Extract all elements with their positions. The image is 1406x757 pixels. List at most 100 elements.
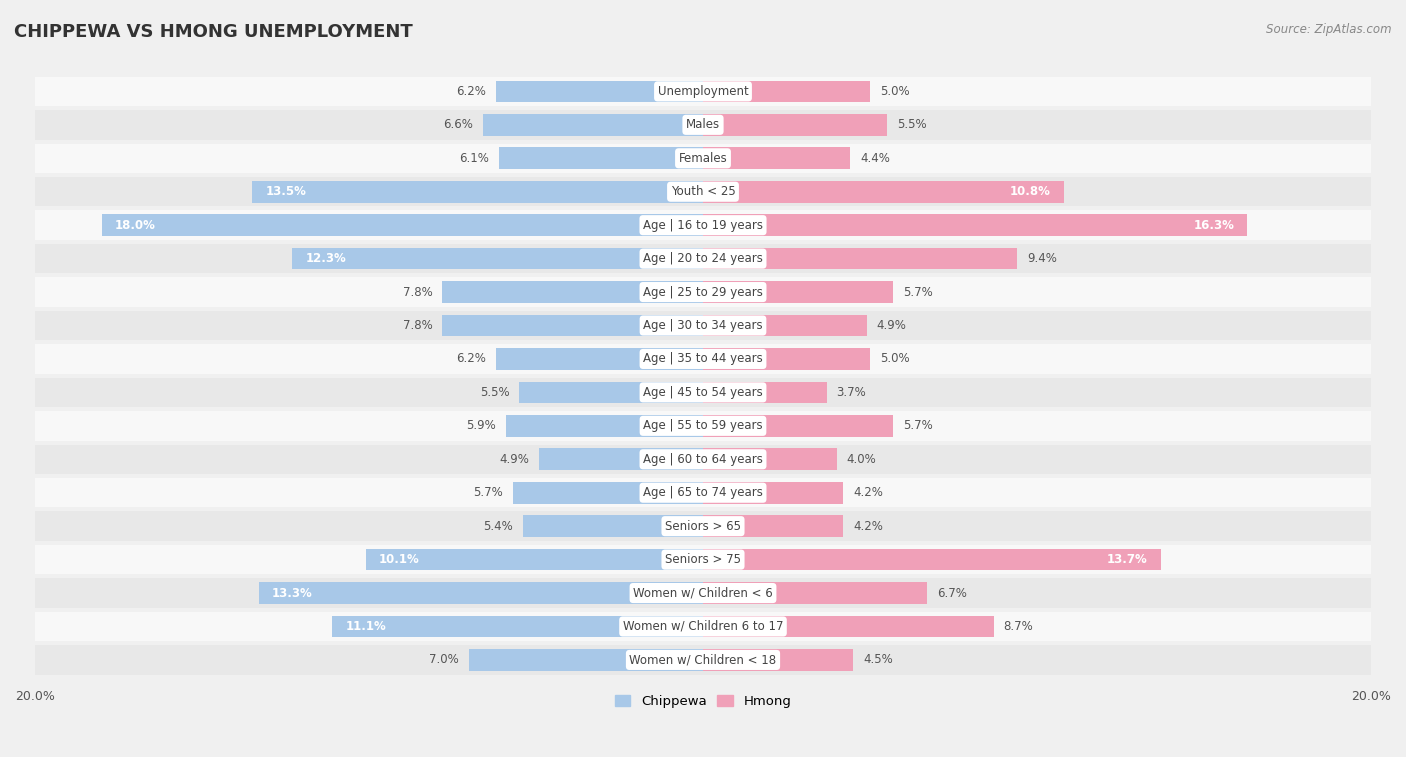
Bar [703, 248, 1017, 269]
Bar [35, 478, 1371, 507]
Text: Seniors > 75: Seniors > 75 [665, 553, 741, 566]
Bar [259, 582, 703, 604]
Bar [703, 448, 837, 470]
Bar [540, 448, 703, 470]
Bar [523, 516, 703, 537]
Bar [496, 80, 703, 102]
Text: 5.9%: 5.9% [467, 419, 496, 432]
Bar [252, 181, 703, 203]
Bar [703, 181, 1064, 203]
Bar [506, 415, 703, 437]
Bar [703, 315, 866, 336]
Text: 9.4%: 9.4% [1026, 252, 1057, 265]
Bar [35, 512, 1371, 540]
Text: 10.8%: 10.8% [1010, 185, 1050, 198]
Text: Age | 35 to 44 years: Age | 35 to 44 years [643, 353, 763, 366]
Bar [35, 612, 1371, 641]
Text: 8.7%: 8.7% [1004, 620, 1033, 633]
Bar [443, 281, 703, 303]
Bar [703, 382, 827, 403]
Text: Women w/ Children < 6: Women w/ Children < 6 [633, 587, 773, 600]
Text: 5.7%: 5.7% [904, 419, 934, 432]
Bar [35, 144, 1371, 173]
Bar [703, 148, 851, 169]
Text: 7.8%: 7.8% [402, 285, 433, 298]
Text: 13.7%: 13.7% [1107, 553, 1147, 566]
Text: Age | 55 to 59 years: Age | 55 to 59 years [643, 419, 763, 432]
Text: 5.4%: 5.4% [482, 519, 513, 533]
Text: 12.3%: 12.3% [305, 252, 346, 265]
Text: Women w/ Children < 18: Women w/ Children < 18 [630, 653, 776, 666]
Bar [703, 214, 1247, 236]
Text: CHIPPEWA VS HMONG UNEMPLOYMENT: CHIPPEWA VS HMONG UNEMPLOYMENT [14, 23, 413, 41]
Bar [35, 76, 1371, 106]
Bar [35, 645, 1371, 674]
Text: Age | 25 to 29 years: Age | 25 to 29 years [643, 285, 763, 298]
Text: Age | 45 to 54 years: Age | 45 to 54 years [643, 386, 763, 399]
Bar [703, 482, 844, 503]
Bar [35, 210, 1371, 240]
Text: 11.1%: 11.1% [346, 620, 387, 633]
Text: 5.7%: 5.7% [904, 285, 934, 298]
Text: 5.0%: 5.0% [880, 353, 910, 366]
Text: Source: ZipAtlas.com: Source: ZipAtlas.com [1267, 23, 1392, 36]
Bar [366, 549, 703, 571]
Bar [470, 649, 703, 671]
Text: 13.3%: 13.3% [273, 587, 314, 600]
Text: 18.0%: 18.0% [115, 219, 156, 232]
Bar [513, 482, 703, 503]
Text: 4.4%: 4.4% [860, 152, 890, 165]
Text: Unemployment: Unemployment [658, 85, 748, 98]
Bar [101, 214, 703, 236]
Bar [482, 114, 703, 136]
Text: 6.2%: 6.2% [456, 85, 486, 98]
Text: Women w/ Children 6 to 17: Women w/ Children 6 to 17 [623, 620, 783, 633]
Bar [35, 344, 1371, 374]
Bar [35, 177, 1371, 207]
Bar [35, 545, 1371, 575]
Text: Age | 60 to 64 years: Age | 60 to 64 years [643, 453, 763, 466]
Bar [703, 549, 1160, 571]
Bar [703, 649, 853, 671]
Text: 4.9%: 4.9% [877, 319, 907, 332]
Bar [703, 415, 893, 437]
Text: Age | 65 to 74 years: Age | 65 to 74 years [643, 486, 763, 499]
Bar [703, 114, 887, 136]
Text: 4.2%: 4.2% [853, 486, 883, 499]
Text: Females: Females [679, 152, 727, 165]
Bar [332, 615, 703, 637]
Bar [499, 148, 703, 169]
Bar [496, 348, 703, 370]
Bar [703, 582, 927, 604]
Text: Age | 30 to 34 years: Age | 30 to 34 years [643, 319, 763, 332]
Text: 5.5%: 5.5% [479, 386, 509, 399]
Bar [703, 80, 870, 102]
Text: Males: Males [686, 118, 720, 132]
Bar [703, 281, 893, 303]
Bar [35, 277, 1371, 307]
Bar [703, 516, 844, 537]
Text: 5.5%: 5.5% [897, 118, 927, 132]
Bar [703, 348, 870, 370]
Text: 7.0%: 7.0% [429, 653, 460, 666]
Bar [35, 244, 1371, 273]
Bar [35, 378, 1371, 407]
Text: 6.2%: 6.2% [456, 353, 486, 366]
Text: 3.7%: 3.7% [837, 386, 866, 399]
Text: Age | 20 to 24 years: Age | 20 to 24 years [643, 252, 763, 265]
Text: 4.2%: 4.2% [853, 519, 883, 533]
Text: 4.9%: 4.9% [499, 453, 529, 466]
Text: Age | 16 to 19 years: Age | 16 to 19 years [643, 219, 763, 232]
Bar [35, 110, 1371, 139]
Text: 5.7%: 5.7% [472, 486, 502, 499]
Bar [292, 248, 703, 269]
Text: 4.0%: 4.0% [846, 453, 876, 466]
Bar [35, 311, 1371, 340]
Bar [703, 615, 994, 637]
Text: 6.7%: 6.7% [936, 587, 967, 600]
Bar [35, 411, 1371, 441]
Text: 6.6%: 6.6% [443, 118, 472, 132]
Text: 13.5%: 13.5% [266, 185, 307, 198]
Text: 16.3%: 16.3% [1194, 219, 1234, 232]
Bar [443, 315, 703, 336]
